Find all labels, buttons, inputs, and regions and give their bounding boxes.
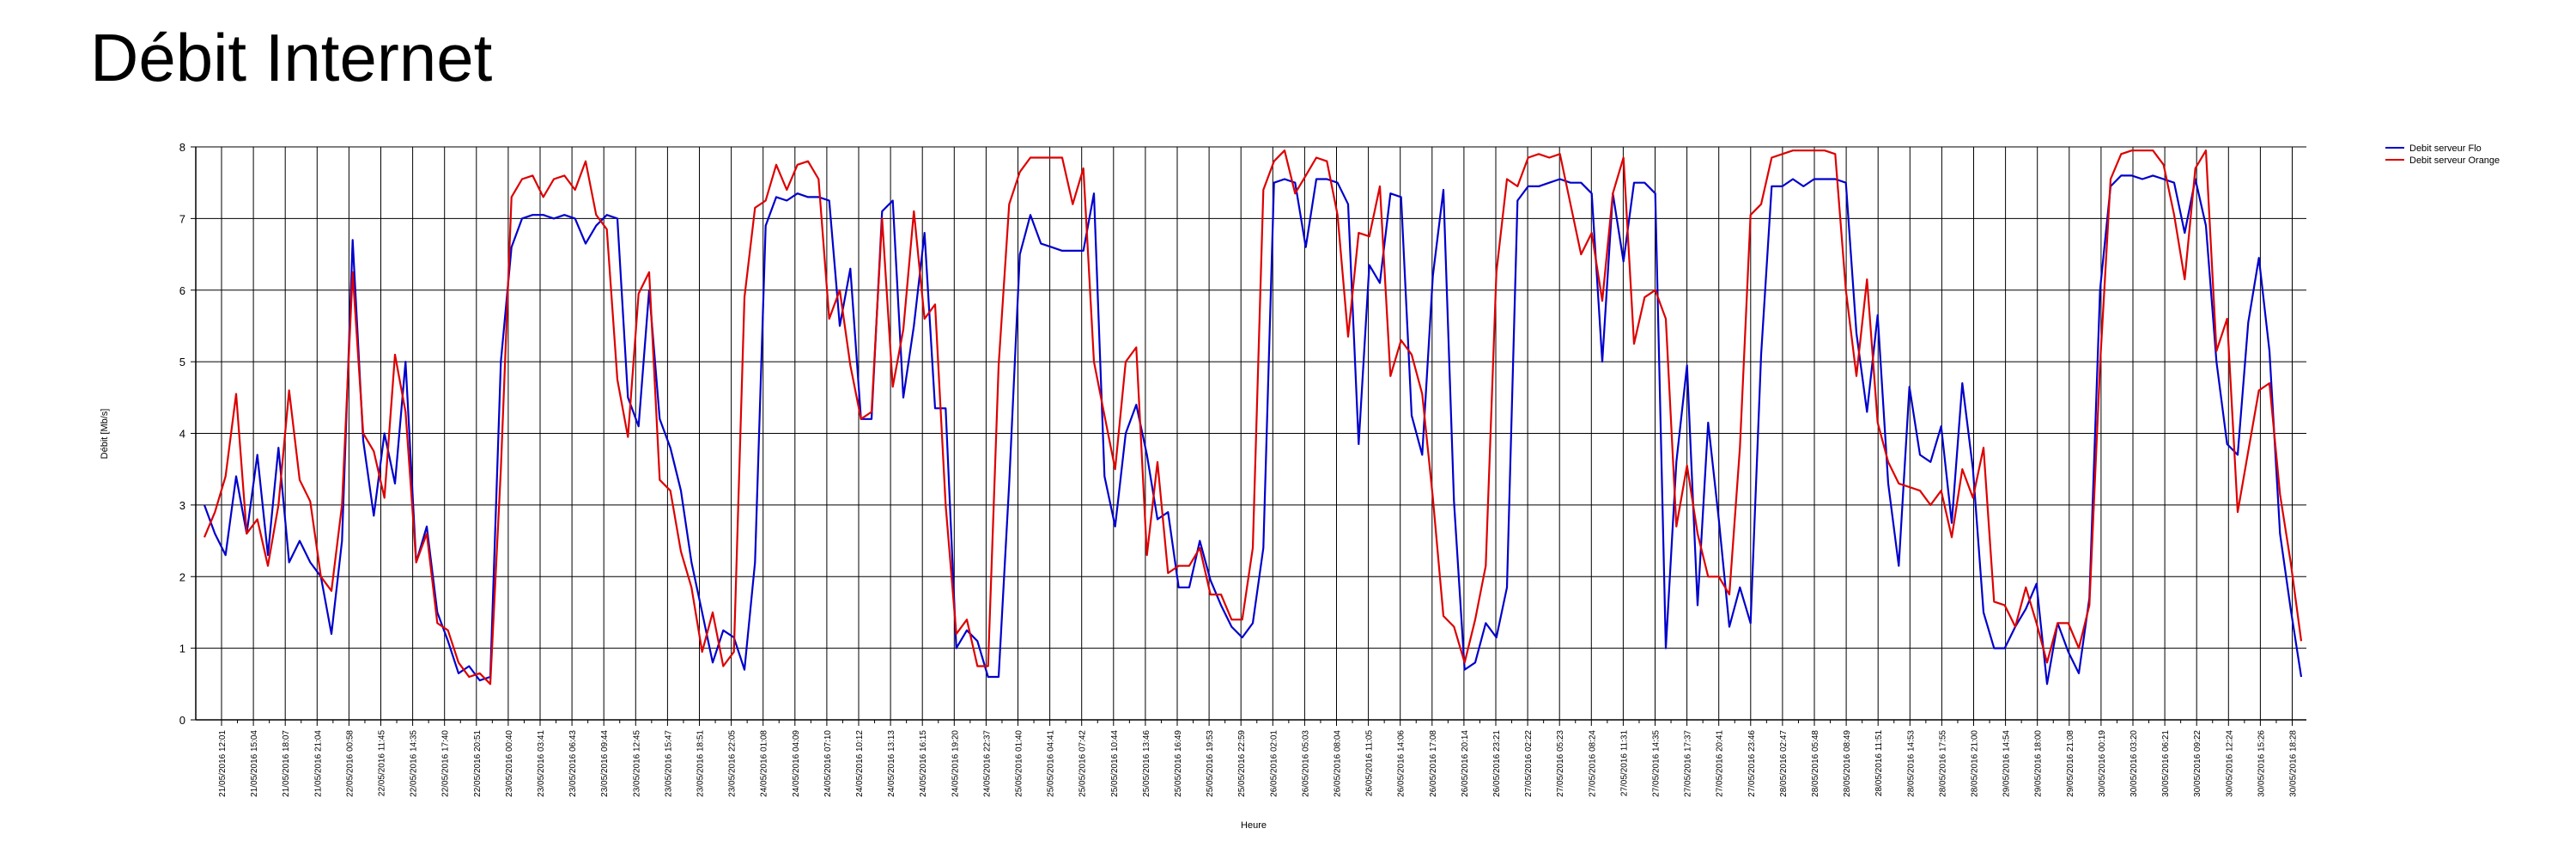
x-tick-label: 28/05/2016 21:00 <box>1971 730 1980 797</box>
x-tick-label: 30/05/2016 03:20 <box>2129 730 2139 797</box>
x-tick-label: 27/05/2016 05:23 <box>1556 730 1565 797</box>
x-tick-label: 26/05/2016 02:01 <box>1269 730 1279 797</box>
y-tick-label: 8 <box>179 141 185 154</box>
x-tick-label: 30/05/2016 06:21 <box>2161 730 2171 797</box>
x-tick-label: 26/05/2016 20:14 <box>1461 730 1470 797</box>
x-tick-label: 27/05/2016 14:35 <box>1652 730 1662 797</box>
x-tick-label: 26/05/2016 14:06 <box>1397 730 1406 797</box>
y-tick-label: 2 <box>179 570 185 583</box>
x-tick-label: 22/05/2016 00:58 <box>345 730 355 797</box>
x-tick-label: 26/05/2016 17:08 <box>1429 730 1438 797</box>
x-tick-label: 24/05/2016 22:37 <box>982 730 992 797</box>
x-tick-label: 25/05/2016 22:59 <box>1237 730 1247 797</box>
x-tick-label: 25/05/2016 13:46 <box>1142 730 1151 797</box>
x-tick-label: 24/05/2016 07:10 <box>823 730 833 797</box>
x-tick-label: 30/05/2016 18:28 <box>2289 730 2299 797</box>
x-tick-label: 23/05/2016 15:47 <box>664 730 673 797</box>
x-tick-label: 23/05/2016 00:40 <box>505 730 514 797</box>
y-tick-label: 1 <box>179 643 185 655</box>
x-tick-label: 25/05/2016 16:49 <box>1174 730 1183 797</box>
x-tick-label: 21/05/2016 21:04 <box>313 730 323 797</box>
x-tick-label: 23/05/2016 18:51 <box>696 730 706 797</box>
x-tick-label: 24/05/2016 01:08 <box>760 730 769 797</box>
y-tick-label: 7 <box>179 212 185 225</box>
x-tick-label: 25/05/2016 07:42 <box>1078 730 1088 797</box>
x-tick-label: 26/05/2016 08:04 <box>1334 730 1343 797</box>
x-tick-label: 23/05/2016 12:45 <box>632 730 641 797</box>
y-tick-label: 5 <box>179 356 185 369</box>
legend-label-1: Debit serveur Orange <box>2409 155 2500 166</box>
x-tick-label: 23/05/2016 09:44 <box>600 730 610 797</box>
x-tick-label: 22/05/2016 17:40 <box>441 730 451 797</box>
x-tick-label: 23/05/2016 03:41 <box>537 730 546 797</box>
x-tick-label: 23/05/2016 06:43 <box>568 730 578 797</box>
x-tick-label: 26/05/2016 23:21 <box>1492 730 1502 797</box>
x-tick-label: 25/05/2016 04:41 <box>1047 730 1056 797</box>
x-tick-label: 24/05/2016 04:09 <box>792 730 801 797</box>
grid <box>196 146 2306 721</box>
x-tick-label: 29/05/2016 18:00 <box>2034 730 2044 797</box>
x-tick-label: 28/05/2016 14:53 <box>1906 730 1916 797</box>
x-tick-label: 28/05/2016 08:49 <box>1843 730 1852 797</box>
series-line-1 <box>203 149 2303 685</box>
x-tick-label: 22/05/2016 20:51 <box>473 730 483 797</box>
y-tick-labels: 0 1 2 3 4 5 6 7 8 <box>179 141 185 727</box>
x-axis-label: Heure <box>1241 820 1267 831</box>
x-tick-label: 28/05/2016 11:51 <box>1874 730 1884 797</box>
x-tick-label: 28/05/2016 17:55 <box>1938 730 1947 797</box>
x-tick-label: 24/05/2016 10:12 <box>855 730 865 797</box>
y-tick-label: 0 <box>179 714 185 727</box>
series-layer <box>203 149 2303 685</box>
x-tick-label: 30/05/2016 12:24 <box>2225 730 2234 797</box>
y-axis-label: Débit [Mb/s] <box>100 409 110 460</box>
x-tick-label: 27/05/2016 02:22 <box>1524 730 1534 797</box>
x-tick-label: 25/05/2016 19:53 <box>1206 730 1215 797</box>
axes <box>191 146 2306 726</box>
y-tick-label: 3 <box>179 499 185 512</box>
x-tick-label: 27/05/2016 11:31 <box>1619 730 1629 797</box>
x-tick-label: 26/05/2016 05:03 <box>1301 730 1310 797</box>
chart-title: Débit Internet <box>90 20 493 95</box>
x-tick-label: 27/05/2016 08:24 <box>1588 730 1597 797</box>
x-tick-label: 30/05/2016 15:26 <box>2257 730 2266 797</box>
series-line-0 <box>203 174 2303 685</box>
y-tick-label: 4 <box>179 428 185 441</box>
x-tick-label: 29/05/2016 14:54 <box>2002 730 2012 797</box>
x-tick-label: 30/05/2016 09:22 <box>2193 730 2202 797</box>
x-tick-label: 28/05/2016 05:48 <box>1811 730 1820 797</box>
x-tick-label: 29/05/2016 21:08 <box>2066 730 2075 797</box>
x-tick-label: 28/05/2016 02:47 <box>1779 730 1789 797</box>
x-tick-label: 26/05/2016 11:05 <box>1365 730 1375 797</box>
x-tick-label: 30/05/2016 00:19 <box>2098 730 2107 797</box>
x-tick-label: 22/05/2016 11:45 <box>378 730 387 797</box>
x-tick-label: 27/05/2016 17:37 <box>1684 730 1693 797</box>
x-tick-label: 25/05/2016 01:40 <box>1015 730 1024 797</box>
x-tick-label: 24/05/2016 19:20 <box>951 730 960 797</box>
legend-label-0: Debit serveur Flo <box>2409 143 2482 154</box>
x-tick-label: 21/05/2016 15:04 <box>250 730 259 797</box>
x-tick-label: 24/05/2016 16:15 <box>919 730 928 797</box>
x-tick-label: 21/05/2016 18:07 <box>282 730 291 797</box>
x-tick-label: 27/05/2016 23:46 <box>1747 730 1757 797</box>
x-tick-label: 22/05/2016 14:35 <box>410 730 419 797</box>
x-tick-label: 27/05/2016 20:41 <box>1716 730 1725 797</box>
y-tick-label: 6 <box>179 284 185 297</box>
x-tick-labels: 21/05/2016 12:01 21/05/2016 15:04 21/05/20… <box>218 730 2299 797</box>
x-tick-label: 21/05/2016 12:01 <box>218 730 228 797</box>
x-tick-label: 25/05/2016 10:44 <box>1110 730 1120 797</box>
x-tick-label: 24/05/2016 13:13 <box>887 730 896 797</box>
x-tick-label: 23/05/2016 22:05 <box>728 730 738 797</box>
